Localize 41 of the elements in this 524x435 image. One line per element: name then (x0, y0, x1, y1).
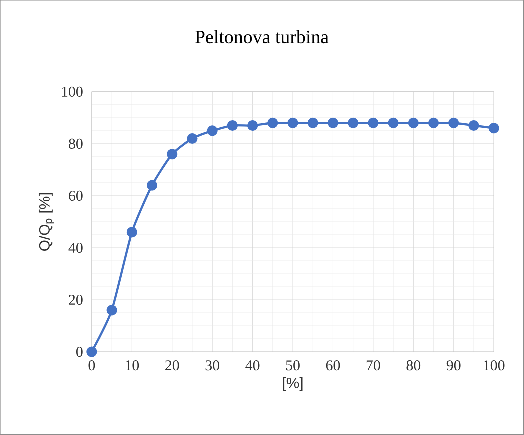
point (448, 118, 460, 128)
y-axis-title: Q/Q$_{p}$ [%] (38, 193, 54, 252)
point (288, 118, 298, 128)
point (348, 118, 359, 128)
y-tick-label: 100 (62, 86, 83, 97)
point (368, 118, 379, 128)
x-axis-title: [%] (283, 377, 303, 392)
x-tick-label: 80 (406, 360, 421, 371)
x-tick-label: 0 (88, 360, 96, 371)
y-tick-label: 60 (69, 190, 83, 202)
y-tick-label: 0 (76, 346, 83, 358)
x-tick-label: 100 (484, 360, 505, 371)
point (388, 118, 399, 128)
point (428, 118, 440, 128)
chart-title: Peltonova turbina (196, 30, 329, 44)
point (268, 118, 278, 128)
x-tick-label: 10 (126, 360, 140, 371)
point (248, 120, 258, 132)
x-tick-label: 90 (446, 360, 461, 371)
point (468, 120, 480, 132)
point (308, 118, 318, 128)
y-tick-label: 20 (69, 294, 83, 306)
y-tick-label: 80 (69, 138, 83, 149)
x-tick-label: 70 (366, 360, 380, 371)
x-tick-label: 40 (246, 360, 260, 371)
x-tick-label: 30 (206, 360, 220, 371)
point (328, 118, 339, 128)
point (207, 126, 218, 136)
point (488, 123, 500, 134)
point (187, 133, 198, 144)
point (106, 305, 118, 316)
point (146, 180, 158, 191)
point (86, 346, 98, 358)
x-tick-label: 50 (286, 360, 300, 371)
x-tick-label: 20 (166, 360, 180, 371)
point (126, 227, 138, 238)
point (227, 120, 238, 132)
point (408, 118, 419, 128)
y-tick-label: 40 (68, 242, 83, 254)
point (167, 149, 178, 160)
x-tick-label: 60 (326, 360, 340, 371)
